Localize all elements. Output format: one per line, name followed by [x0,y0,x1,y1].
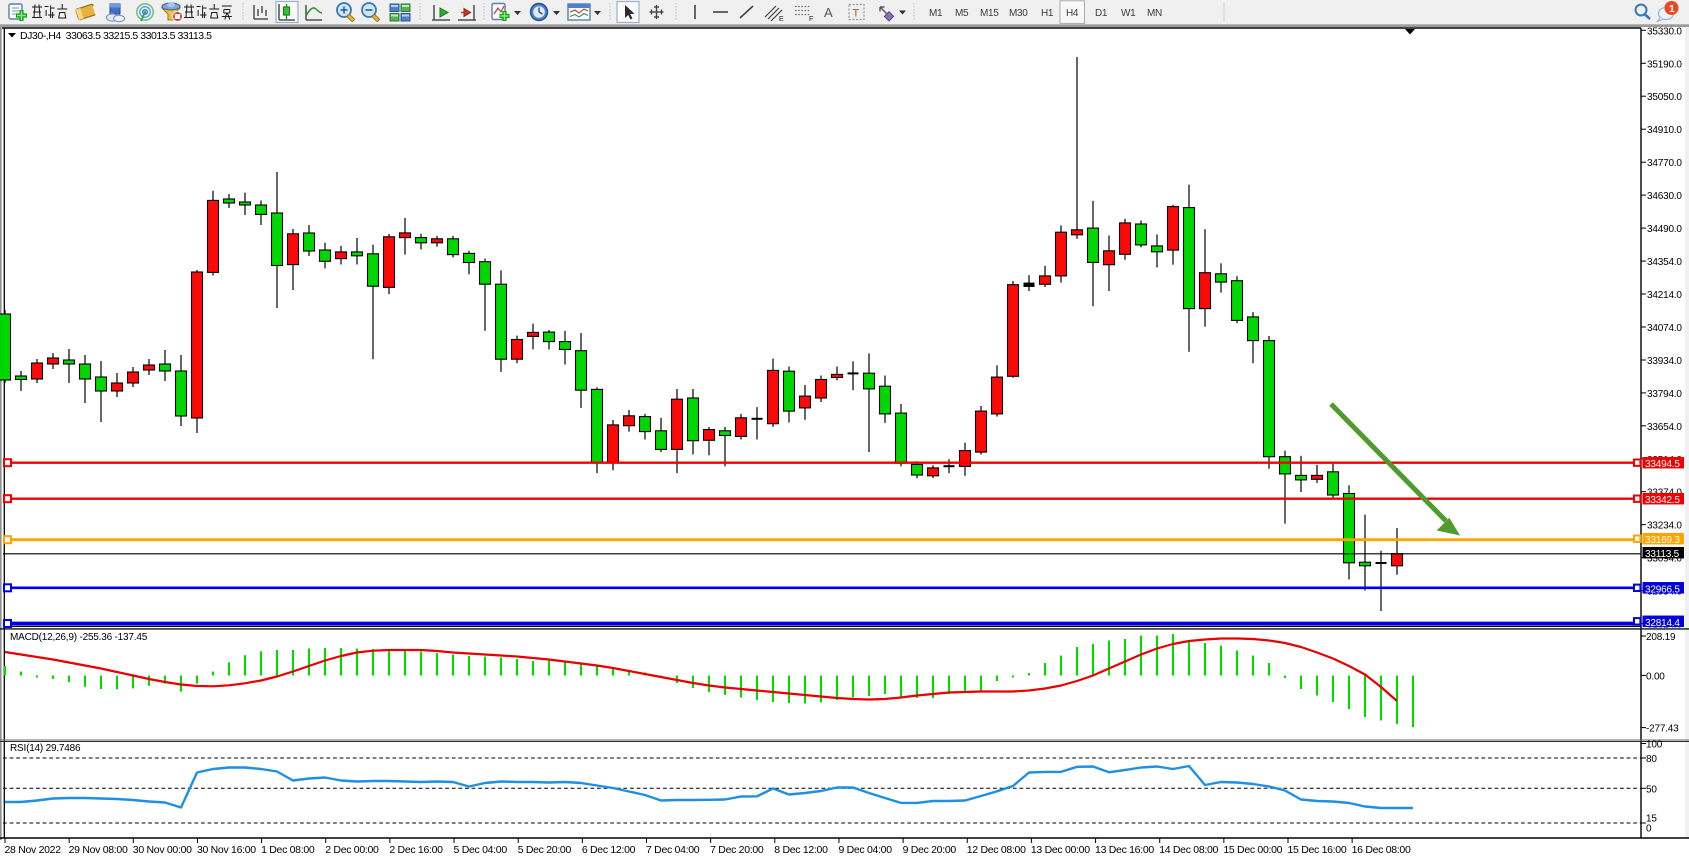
svg-text:33654.0: 33654.0 [1647,422,1682,433]
svg-text:33113.5: 33113.5 [1645,549,1680,560]
svg-text:7 Dec 20:00: 7 Dec 20:00 [710,844,764,856]
svg-text:6 Dec 12:00: 6 Dec 12:00 [582,844,636,856]
svg-text:5 Dec 20:00: 5 Dec 20:00 [518,844,572,856]
svg-text:30 Nov 16:00: 30 Nov 16:00 [197,844,256,856]
svg-text:M30: M30 [1009,8,1028,19]
svg-text:29 Nov 08:00: 29 Nov 08:00 [69,844,128,856]
svg-text:DJ30-,H4 33063.5 33215.5 3301: DJ30-,H4 33063.5 33215.5 33013.5 33113.5 [20,30,212,42]
svg-text:33234.0: 33234.0 [1647,521,1682,532]
svg-text:E: E [779,16,784,23]
svg-text:9 Dec 20:00: 9 Dec 20:00 [903,844,957,856]
svg-text:34490.0: 34490.0 [1647,224,1682,235]
svg-text:100: 100 [1646,740,1663,751]
svg-text:13 Dec 16:00: 13 Dec 16:00 [1095,844,1154,856]
svg-text:H1: H1 [1041,8,1054,19]
svg-text:M5: M5 [955,8,969,19]
svg-text:D1: D1 [1095,8,1108,19]
svg-text:30 Nov 00:00: 30 Nov 00:00 [133,844,192,856]
svg-text:12 Dec 08:00: 12 Dec 08:00 [967,844,1026,856]
svg-text:MACD(12,26,9) -255.36 -137.45: MACD(12,26,9) -255.36 -137.45 [10,632,148,643]
svg-text:-277.43: -277.43 [1646,724,1679,735]
svg-text:A: A [824,5,833,20]
svg-text:208.19: 208.19 [1646,632,1676,643]
svg-text:M1: M1 [929,8,943,19]
svg-text:34910.0: 34910.0 [1647,125,1682,136]
svg-text:80: 80 [1646,754,1657,765]
svg-text:9 Dec 04:00: 9 Dec 04:00 [838,844,892,856]
svg-text:8 Dec 12:00: 8 Dec 12:00 [774,844,828,856]
svg-text:RSI(14) 29.7486: RSI(14) 29.7486 [10,743,81,754]
svg-text:35330.0: 35330.0 [1647,26,1682,37]
svg-text:1: 1 [1669,3,1675,15]
svg-text:33094.0: 33094.0 [1647,554,1682,565]
svg-text:34074.0: 34074.0 [1647,323,1682,334]
svg-text:16 Dec 08:00: 16 Dec 08:00 [1352,844,1411,856]
svg-text:50: 50 [1646,784,1657,795]
svg-text:33342.5: 33342.5 [1645,495,1680,506]
svg-text:5 Dec 04:00: 5 Dec 04:00 [454,844,508,856]
svg-text:34354.0: 34354.0 [1647,257,1682,268]
svg-text:15 Dec 00:00: 15 Dec 00:00 [1223,844,1282,856]
svg-text:MN: MN [1147,8,1162,19]
svg-text:33794.0: 33794.0 [1647,389,1682,400]
svg-text:14 Dec 08:00: 14 Dec 08:00 [1159,844,1218,856]
svg-text:0.00: 0.00 [1646,671,1665,682]
svg-text:2 Dec 16:00: 2 Dec 16:00 [389,844,443,856]
svg-text:28 Nov 2022: 28 Nov 2022 [5,844,62,856]
svg-text:15 Dec 16:00: 15 Dec 16:00 [1288,844,1347,856]
svg-text:33494.5: 33494.5 [1645,459,1680,470]
svg-text:34770.0: 34770.0 [1647,158,1682,169]
svg-text:35190.0: 35190.0 [1647,59,1682,70]
svg-text:15: 15 [1646,814,1657,825]
svg-text:F: F [809,16,813,23]
svg-text:35050.0: 35050.0 [1647,92,1682,103]
svg-text:2 Dec 00:00: 2 Dec 00:00 [325,844,379,856]
svg-text:33934.0: 33934.0 [1647,356,1682,367]
svg-text:34214.0: 34214.0 [1647,290,1682,301]
svg-text:32966.5: 32966.5 [1645,584,1680,595]
svg-text:T: T [853,8,860,20]
svg-text:1 Dec 08:00: 1 Dec 08:00 [261,844,315,856]
svg-text:7 Dec 04:00: 7 Dec 04:00 [646,844,700,856]
svg-text:0: 0 [1646,824,1652,835]
svg-text:M15: M15 [980,8,999,19]
svg-text:13 Dec 00:00: 13 Dec 00:00 [1031,844,1090,856]
svg-text:W1: W1 [1121,8,1136,19]
svg-text:32814.4: 32814.4 [1645,618,1680,629]
svg-text:H4: H4 [1066,8,1079,19]
svg-text:33169.3: 33169.3 [1645,535,1680,546]
svg-text:34630.0: 34630.0 [1647,191,1682,202]
